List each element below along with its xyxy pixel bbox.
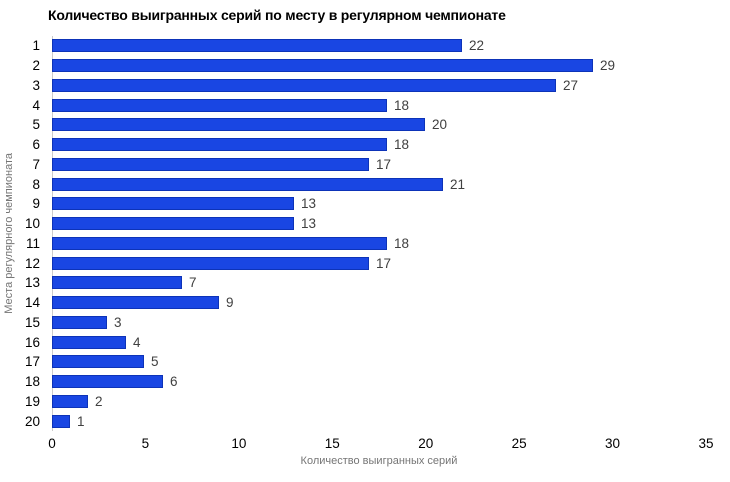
x-tick-label: 35 [698,436,714,451]
plot-area: 1 22 2 29 3 27 4 18 5 20 6 18 7 17 8 21 9 13 10 13 11 18 12 17 1… [0,36,730,431]
chart-title: Количество выигранных серий по месту в р… [48,7,506,23]
chart-row: 6 18 [0,135,730,155]
bar-value-label: 18 [394,137,410,153]
x-tick-label: 0 [48,436,56,451]
bar-value-label: 18 [394,235,410,251]
x-tick-label: 20 [418,436,434,451]
y-tick-label: 11 [25,235,40,251]
chart-row: 16 4 [0,332,730,352]
chart-row: 17 5 [0,352,730,372]
bar [52,59,593,73]
chart-row: 12 17 [0,253,730,273]
chart-row: 1 22 [0,36,730,56]
bar [52,315,107,329]
y-tick-label: 19 [24,393,40,409]
bar-value-label: 2 [95,393,103,409]
bar-value-label: 29 [600,58,616,74]
bar-value-label: 7 [189,275,197,291]
bar-value-label: 13 [301,196,317,212]
y-tick-label: 6 [32,137,40,153]
bar-value-label: 18 [394,97,410,113]
bar [52,197,294,211]
y-axis-line [52,36,53,431]
bar [52,414,70,428]
chart-row: 15 3 [0,313,730,333]
bar-value-label: 4 [133,334,141,350]
bar [52,177,443,191]
y-tick-label: 14 [24,295,40,311]
bar [52,138,387,152]
chart-row: 19 2 [0,392,730,412]
y-tick-label: 20 [24,413,40,429]
x-axis-label: Количество выигранных серий [300,455,458,467]
y-tick-label: 8 [32,176,40,192]
x-tick-label: 25 [511,436,527,451]
x-tick-label: 15 [324,436,340,451]
bar [52,78,556,92]
y-tick-label: 4 [32,97,40,113]
chart-row: 11 18 [0,234,730,254]
bar-value-label: 21 [450,176,466,192]
bar [52,118,425,132]
y-tick-label: 10 [24,216,40,232]
chart-row: 20 1 [0,411,730,431]
y-tick-label: 3 [32,77,40,93]
bar [52,157,369,171]
x-tick-label: 5 [141,436,150,451]
bar-value-label: 17 [376,255,392,271]
y-tick-label: 16 [24,334,40,350]
bar [52,98,387,112]
bar-value-label: 5 [151,354,159,370]
chart-row: 7 17 [0,155,730,175]
bar [52,217,294,231]
chart-row: 5 20 [0,115,730,135]
bar [52,256,369,270]
bar [52,335,126,349]
chart-row: 9 13 [0,194,730,214]
bar [52,236,387,250]
bar-value-label: 3 [114,314,122,330]
chart-row: 3 27 [0,76,730,96]
x-axis-ticks: 0 5 10 15 20 25 30 35 [0,436,730,452]
bar-value-label: 13 [301,216,317,232]
y-tick-label: 15 [24,314,40,330]
chart-row: 10 13 [0,214,730,234]
bar [52,276,182,290]
bar-value-label: 9 [226,295,234,311]
chart-row: 4 18 [0,95,730,115]
bar [52,355,144,369]
bar-value-label: 20 [432,117,448,133]
chart-row: 2 29 [0,56,730,76]
y-tick-label: 13 [24,275,40,291]
bar [52,296,219,310]
y-tick-label: 9 [32,196,40,212]
bar [52,39,462,53]
y-tick-label: 2 [32,58,40,74]
chart-row: 14 9 [0,293,730,313]
bar-value-label: 6 [170,374,178,390]
bar-value-label: 27 [563,77,579,93]
y-tick-label: 7 [32,156,40,172]
x-tick-label: 10 [231,436,247,451]
y-tick-label: 17 [24,354,40,370]
y-tick-label: 12 [24,255,40,271]
bar [52,394,88,408]
y-tick-label: 18 [24,374,40,390]
x-tick-label: 30 [605,436,621,451]
chart-row: 13 7 [0,273,730,293]
bar-value-label: 1 [77,413,85,429]
bar-value-label: 22 [469,38,485,54]
y-tick-label: 5 [32,117,40,133]
chart-row: 18 6 [0,372,730,392]
bar-value-label: 17 [376,156,392,172]
chart-row: 8 21 [0,174,730,194]
bar [52,375,163,389]
y-tick-label: 1 [32,38,40,54]
